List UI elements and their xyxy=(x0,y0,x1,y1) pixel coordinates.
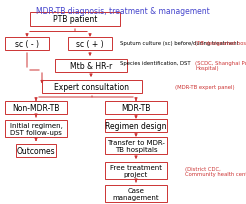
FancyBboxPatch shape xyxy=(105,137,167,154)
Text: Non-MDR-TB: Non-MDR-TB xyxy=(12,103,60,112)
Text: Free treatment
project: Free treatment project xyxy=(110,164,162,177)
FancyBboxPatch shape xyxy=(5,120,67,137)
Text: Species identification, DST: Species identification, DST xyxy=(120,61,191,66)
Text: (TB designated hospitals): (TB designated hospitals) xyxy=(195,40,246,45)
Text: Initial regimen,
DST follow-ups: Initial regimen, DST follow-ups xyxy=(10,122,62,135)
Text: Transfer to MDR-
TB hospitals: Transfer to MDR- TB hospitals xyxy=(107,139,165,152)
Text: sc ( + ): sc ( + ) xyxy=(76,40,104,49)
Text: (MDR-TB expert panel): (MDR-TB expert panel) xyxy=(175,85,235,90)
FancyBboxPatch shape xyxy=(5,38,49,51)
Text: sc ( - ): sc ( - ) xyxy=(15,40,39,49)
FancyBboxPatch shape xyxy=(55,60,127,73)
Text: Outcomes: Outcomes xyxy=(17,146,55,155)
FancyBboxPatch shape xyxy=(105,185,167,202)
Text: (District CDC,
Community health center): (District CDC, Community health center) xyxy=(185,166,246,176)
FancyBboxPatch shape xyxy=(5,102,67,114)
FancyBboxPatch shape xyxy=(105,102,167,114)
Text: Regimen design: Regimen design xyxy=(105,121,167,130)
Text: MDR-TB: MDR-TB xyxy=(121,103,151,112)
FancyBboxPatch shape xyxy=(105,119,167,132)
FancyBboxPatch shape xyxy=(42,81,142,94)
FancyBboxPatch shape xyxy=(16,144,56,157)
Text: Mtb & HR-r: Mtb & HR-r xyxy=(70,62,112,71)
Text: MDR-TB diagnosis, treatment & management: MDR-TB diagnosis, treatment & management xyxy=(36,7,210,16)
Text: Expert consultation: Expert consultation xyxy=(55,83,129,92)
FancyBboxPatch shape xyxy=(68,38,112,51)
Text: PTB patient: PTB patient xyxy=(53,16,97,24)
Text: Sputum culture (sc) before/during treatment: Sputum culture (sc) before/during treatm… xyxy=(120,40,239,45)
FancyBboxPatch shape xyxy=(30,13,120,27)
Text: Case
management: Case management xyxy=(113,187,159,200)
Text: (SCDC, Shanghai Pulmonary
Hospital): (SCDC, Shanghai Pulmonary Hospital) xyxy=(195,60,246,71)
FancyBboxPatch shape xyxy=(105,162,167,179)
